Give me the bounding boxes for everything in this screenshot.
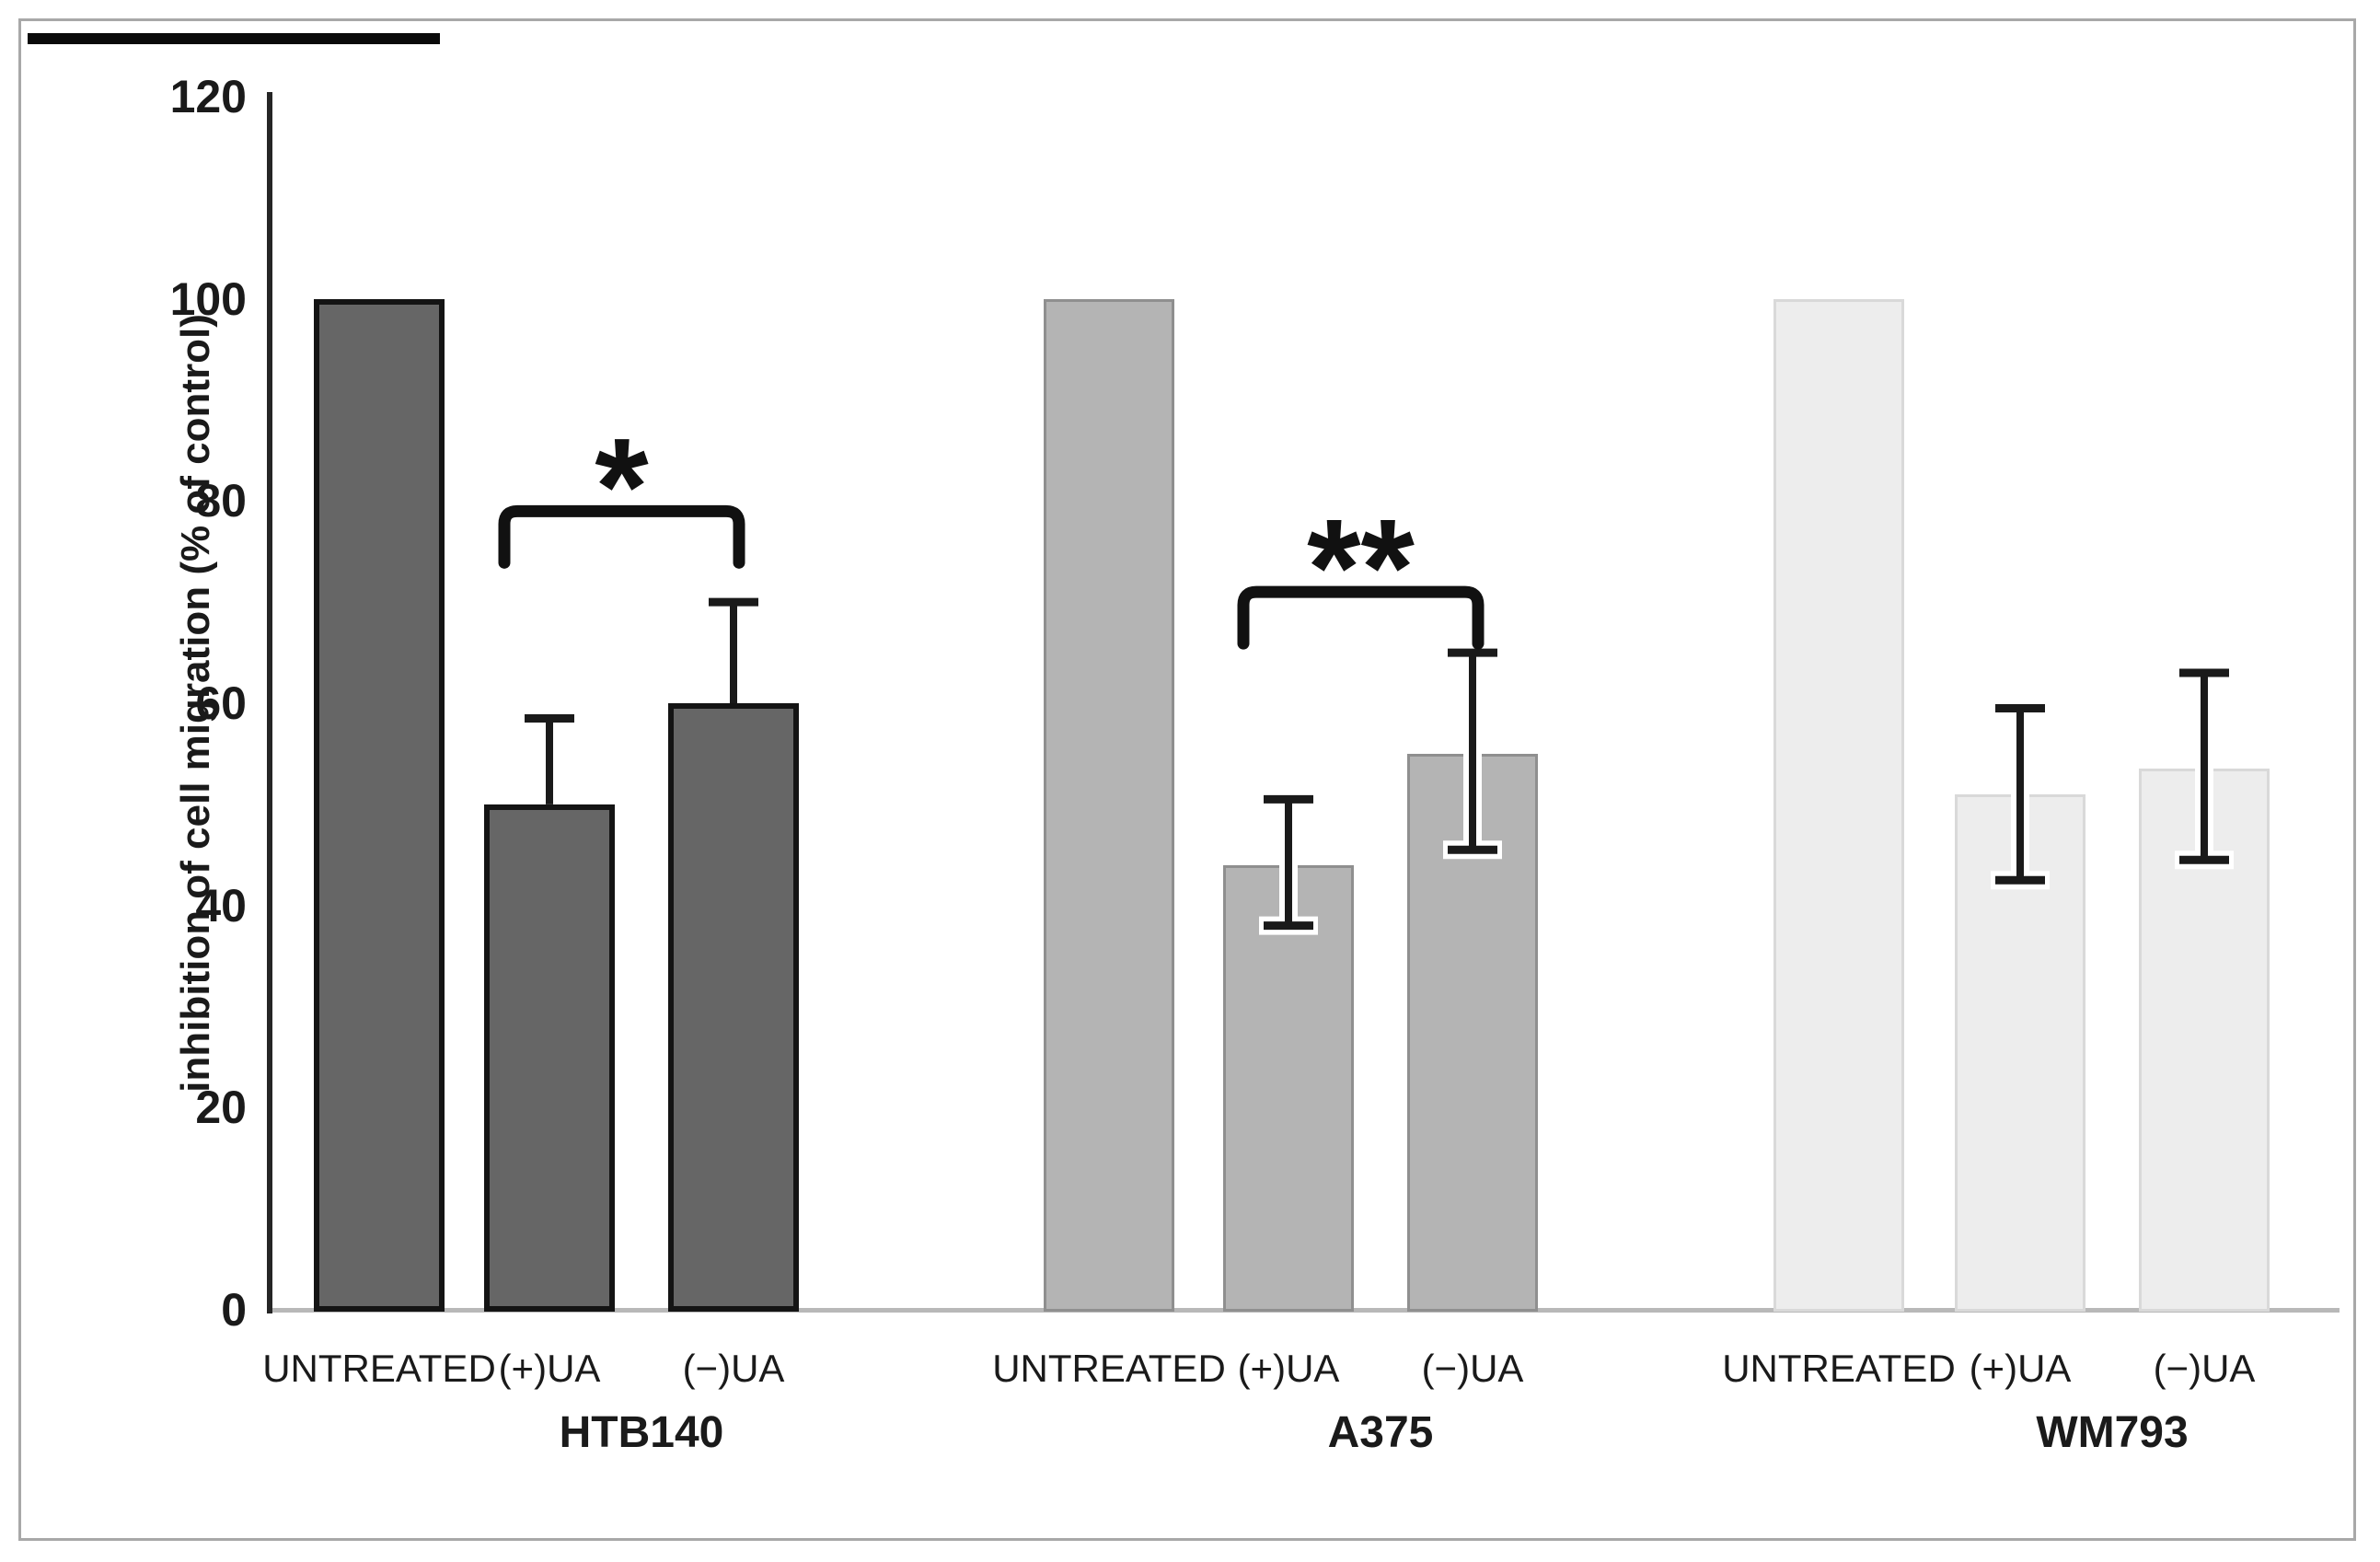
top-edge-artifact <box>28 33 440 44</box>
y-tick-label-120: 120 <box>169 71 247 122</box>
bar-A375-(+)UA <box>1223 864 1354 1312</box>
bar-WM793-UNTREATED <box>1773 298 1904 1312</box>
group-label-HTB140: HTB140 <box>559 1408 724 1457</box>
x-label-A375-(+)UA: (+)UA <box>1237 1347 1340 1390</box>
bar-A375-UNTREATED <box>1044 298 1174 1312</box>
significance-bracket-A375 <box>1237 585 1485 650</box>
x-label-A375-(−)UA: (−)UA <box>1421 1347 1524 1390</box>
y-tick-label-60: 60 <box>195 677 247 729</box>
x-label-HTB140-(−)UA: (−)UA <box>682 1347 785 1390</box>
y-tick-label-100: 100 <box>169 272 247 325</box>
bar-HTB140-(+)UA <box>484 804 615 1312</box>
bar-HTB140-UNTREATED <box>314 298 445 1312</box>
x-label-HTB140-UNTREATED: UNTREATED <box>262 1347 496 1390</box>
x-label-WM793-(−)UA: (−)UA <box>2153 1347 2256 1390</box>
significance-label-HTB140: * <box>595 409 649 563</box>
y-tick-label-20: 20 <box>195 1082 247 1134</box>
group-label-A375: A375 <box>1327 1408 1434 1457</box>
significance-label-A375: ** <box>1307 490 1415 644</box>
y-tick-label-0: 0 <box>221 1284 247 1336</box>
x-label-HTB140-(+)UA: (+)UA <box>498 1347 601 1390</box>
x-label-WM793-UNTREATED: UNTREATED <box>1722 1347 1956 1390</box>
bar-HTB140-(−)UA <box>668 703 799 1312</box>
x-label-A375-UNTREATED: UNTREATED <box>992 1347 1226 1390</box>
x-label-WM793-(+)UA: (+)UA <box>1969 1347 2072 1390</box>
y-tick-label-40: 40 <box>195 879 247 931</box>
significance-bracket-HTB140 <box>498 504 745 569</box>
y-tick-label-80: 80 <box>195 475 247 527</box>
group-label-WM793: WM793 <box>2036 1408 2189 1457</box>
y-axis-line <box>267 92 272 1313</box>
